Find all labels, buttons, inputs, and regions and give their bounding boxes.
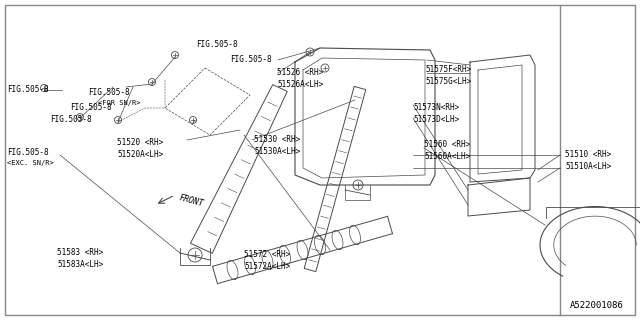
Text: 51573N<RH>: 51573N<RH> [413,103,460,112]
Text: 51583A<LH>: 51583A<LH> [57,260,103,269]
Text: FIG.505-8: FIG.505-8 [7,148,49,157]
Text: 51520 <RH>: 51520 <RH> [117,138,163,147]
Text: 51572 <RH>: 51572 <RH> [244,250,291,259]
Text: FIG.505-8: FIG.505-8 [230,55,271,64]
Text: FIG.505-8: FIG.505-8 [7,85,49,94]
Text: 51575G<LH>: 51575G<LH> [425,77,471,86]
Text: FIG.505-8: FIG.505-8 [70,103,111,112]
Text: <EXC. SN/R>: <EXC. SN/R> [7,160,54,166]
Text: 51520A<LH>: 51520A<LH> [117,150,163,159]
Text: 51560A<LH>: 51560A<LH> [424,152,470,161]
Text: 51575F<RH>: 51575F<RH> [425,65,471,74]
Text: FIG.505-8: FIG.505-8 [50,115,92,124]
Text: 51530 <RH>: 51530 <RH> [254,135,300,144]
Text: FIG.505-8: FIG.505-8 [196,40,237,49]
Text: A522001086: A522001086 [570,301,624,310]
Text: 51510 <RH>: 51510 <RH> [565,150,611,159]
Text: 51526A<LH>: 51526A<LH> [277,80,323,89]
Text: 51560 <RH>: 51560 <RH> [424,140,470,149]
Text: 51572A<LH>: 51572A<LH> [244,262,291,271]
Text: 51583 <RH>: 51583 <RH> [57,248,103,257]
Text: 51530A<LH>: 51530A<LH> [254,147,300,156]
Text: 51573D<LH>: 51573D<LH> [413,115,460,124]
Text: 51510A<LH>: 51510A<LH> [565,162,611,171]
Text: <FOR SN/R>: <FOR SN/R> [98,100,141,106]
Text: FIG.505-8: FIG.505-8 [88,88,130,97]
Text: 51526 <RH>: 51526 <RH> [277,68,323,77]
Text: FRONT: FRONT [178,193,204,208]
